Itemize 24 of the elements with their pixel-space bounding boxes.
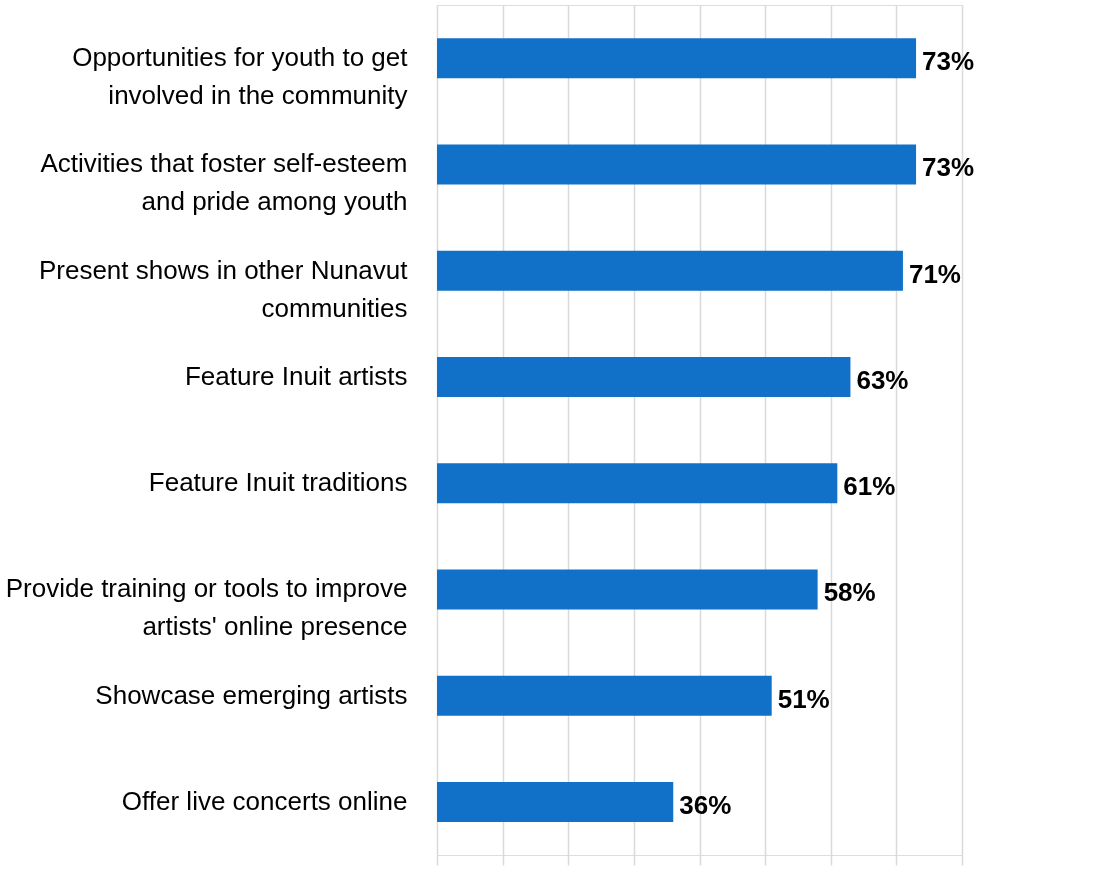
y-tick-label: Showcase emerging artists: [95, 679, 408, 710]
y-tick-label: Present shows in other Nunavut communities: [38, 254, 409, 323]
y-tick-label: Provide training or tools to improve artists' online presence: [5, 573, 408, 642]
data-label: 73%: [922, 152, 975, 183]
bar: [437, 250, 903, 291]
bar: [437, 144, 917, 185]
y-tick-label: Activities that foster self-esteem and pride among youth: [40, 148, 408, 217]
data-label: 36%: [679, 789, 732, 820]
bar: [437, 781, 674, 822]
y-tick-label: Offer live concerts online: [121, 785, 408, 816]
data-label: 63%: [856, 364, 909, 395]
y-tick-label: Feature Inuit traditions: [148, 467, 408, 498]
y-tick-label: Feature Inuit artists: [184, 360, 408, 391]
data-label: 61%: [843, 471, 896, 502]
data-label: 71%: [908, 258, 961, 289]
bar: [437, 569, 818, 610]
bar: [437, 675, 772, 716]
y-tick-label: Opportunities for youth to get involved in the community: [72, 42, 409, 111]
bar: [437, 38, 917, 79]
data-label: 51%: [777, 683, 830, 714]
data-label: 73%: [922, 46, 975, 77]
data-label: 58%: [823, 577, 876, 608]
bar: [437, 356, 851, 397]
bar: [437, 463, 838, 504]
